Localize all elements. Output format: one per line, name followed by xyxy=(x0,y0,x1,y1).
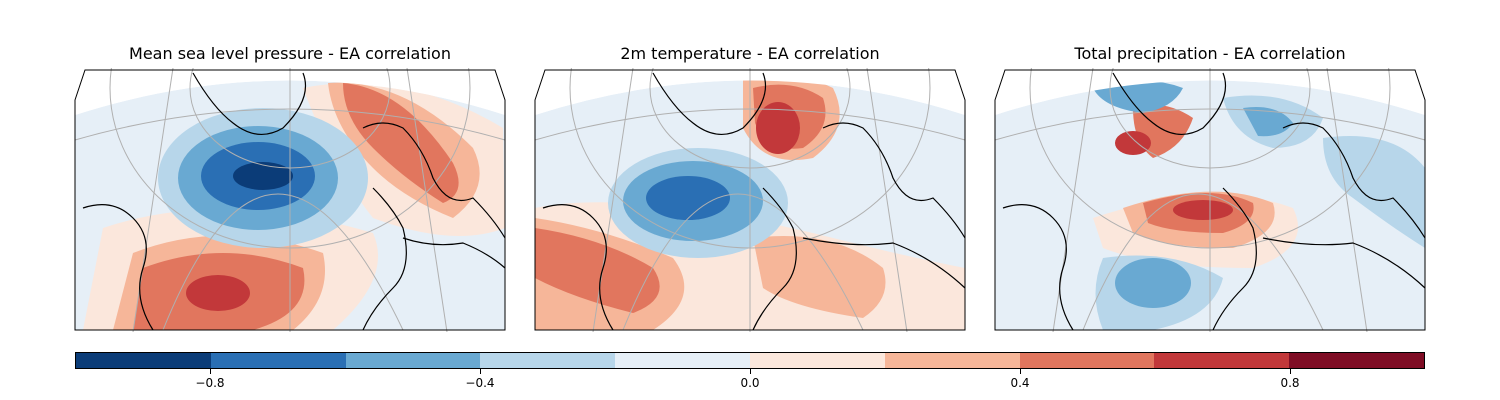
graticule xyxy=(994,68,1426,332)
colorbar-tick xyxy=(480,369,481,374)
colorbar-tick-label: 0.8 xyxy=(1280,376,1300,390)
coastlines xyxy=(82,72,506,331)
colorbar xyxy=(75,352,1425,369)
coastlines xyxy=(542,72,966,331)
map-frame xyxy=(74,69,506,331)
coastlines xyxy=(1002,72,1426,331)
colorbar-segment xyxy=(480,353,616,368)
colorbar-tick xyxy=(750,369,751,374)
colorbar-segment xyxy=(615,353,750,368)
map-t2m xyxy=(534,68,966,332)
colorbar-segment xyxy=(1154,353,1290,368)
map-frame xyxy=(534,69,966,331)
graticule xyxy=(534,68,966,332)
colorbar-tick-label: −0.4 xyxy=(465,376,495,390)
colorbar-segment xyxy=(884,353,1020,368)
colorbar-tick-label: 0.0 xyxy=(740,376,760,390)
colorbar-tick xyxy=(1290,369,1291,374)
panel-title-mslp: Mean sea level pressure - EA correlation xyxy=(129,44,451,63)
panel-title-precip: Total precipitation - EA correlation xyxy=(1074,44,1346,63)
map-precip xyxy=(994,68,1426,332)
colorbar-segment xyxy=(345,353,481,368)
map-frame xyxy=(994,69,1426,331)
panel-title-t2m: 2m temperature - EA correlation xyxy=(620,44,880,63)
colorbar-segment xyxy=(1019,353,1155,368)
colorbar-segment xyxy=(210,353,346,368)
colorbar-tick-label: 0.4 xyxy=(1010,376,1030,390)
map-mslp xyxy=(74,68,506,332)
colorbar-segment xyxy=(76,353,211,368)
colorbar-segment xyxy=(1289,353,1424,368)
colorbar-tick xyxy=(210,369,211,374)
colorbar-tick-label: −0.8 xyxy=(195,376,225,390)
colorbar-tick xyxy=(1020,369,1021,374)
colorbar-segment xyxy=(749,353,885,368)
